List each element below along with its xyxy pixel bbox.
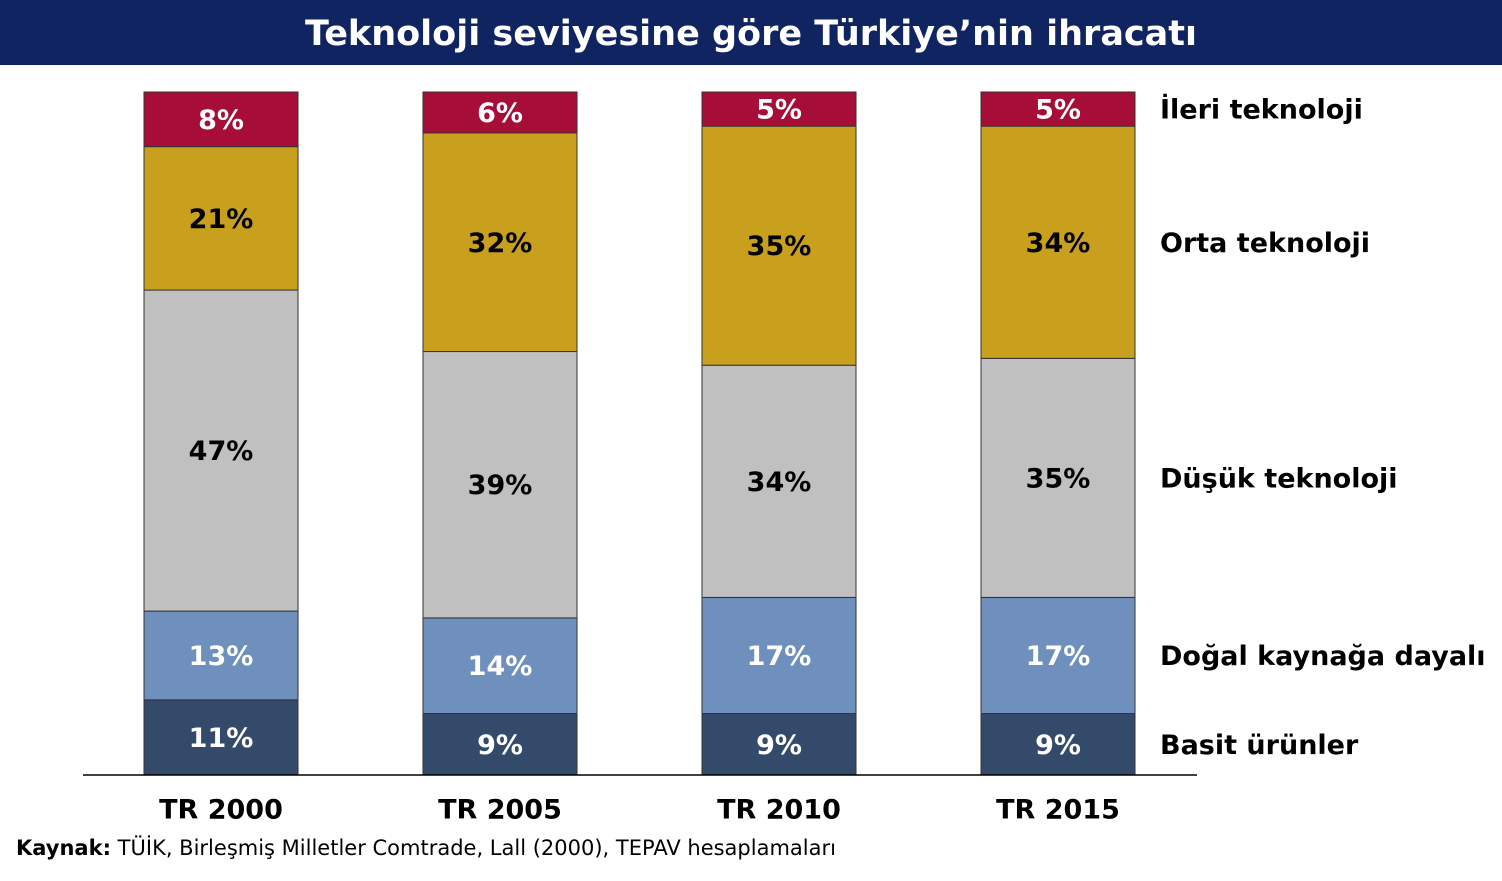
data-label: 5% (756, 95, 802, 126)
data-label: 8% (198, 105, 244, 136)
source-note: Kaynak: TÜİK, Birleşmiş Milletler Comtra… (16, 836, 836, 860)
bar-segment (980, 713, 1136, 776)
bar-segment (143, 610, 299, 701)
data-label: 9% (477, 730, 523, 761)
data-label: 13% (189, 641, 254, 672)
data-label: 34% (1026, 228, 1091, 259)
bar-segment (422, 713, 578, 776)
legend-label: Orta teknoloji (1160, 228, 1370, 259)
bar-segment (980, 91, 1136, 127)
data-label: 9% (1035, 730, 1081, 761)
data-label: 39% (468, 470, 533, 501)
bar-segment (422, 132, 578, 353)
bar-segment (980, 125, 1136, 359)
data-label: 17% (1026, 641, 1091, 672)
legend-label: Basit ürünler (1160, 730, 1359, 761)
bar-segment (701, 364, 857, 598)
bar-segment (980, 596, 1136, 715)
bar-segment (422, 91, 578, 134)
source-label: Kaynak: (16, 836, 111, 860)
legend-label: İleri teknoloji (1160, 94, 1363, 126)
bar-segment (701, 125, 857, 366)
data-label: 35% (1026, 463, 1091, 494)
legend-label: Doğal kaynağa dayalı (1160, 641, 1486, 672)
bar-segment (143, 289, 299, 612)
bar-segment (422, 617, 578, 715)
bar-segment (143, 91, 299, 148)
bar-segment (701, 91, 857, 127)
bar-segment (701, 713, 857, 776)
source-text: TÜİK, Birleşmiş Milletler Comtrade, Lall… (117, 836, 836, 860)
data-label: 32% (468, 228, 533, 259)
data-label: 17% (747, 641, 812, 672)
bar-segment (422, 351, 578, 619)
x-tick-label: TR 2000 (159, 795, 283, 826)
legend-label: Düşük teknoloji (1160, 463, 1398, 494)
data-label: 34% (747, 467, 812, 498)
data-label: 9% (756, 730, 802, 761)
bar-segment (701, 596, 857, 715)
chart-title: Teknoloji seviyesine göre Türkiye’nin ih… (0, 0, 1502, 65)
x-tick-label: TR 2015 (996, 795, 1120, 826)
x-tick-label: TR 2010 (717, 795, 841, 826)
data-label: 5% (1035, 95, 1081, 126)
data-label: 14% (468, 651, 533, 682)
data-label: 21% (189, 204, 254, 235)
data-label: 11% (189, 723, 254, 754)
data-label: 35% (747, 231, 812, 262)
data-label: 47% (189, 436, 254, 467)
data-label: 6% (477, 98, 523, 129)
x-tick-label: TR 2005 (438, 795, 562, 826)
